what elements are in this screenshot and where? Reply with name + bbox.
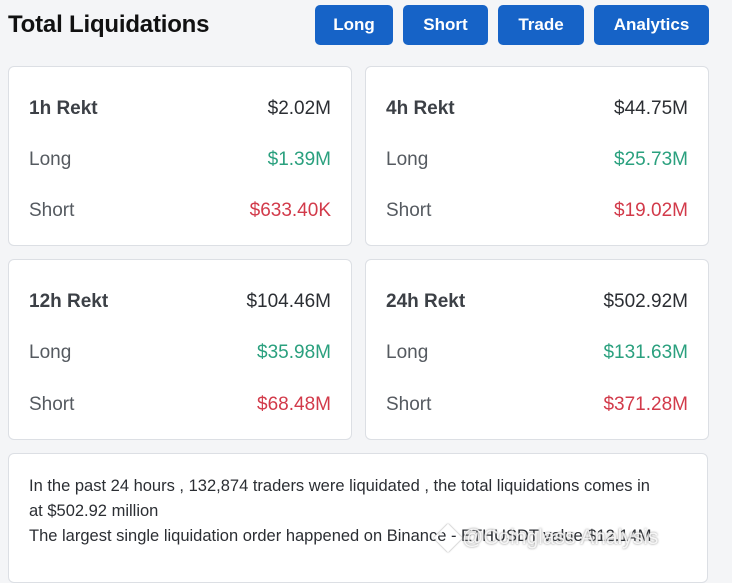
page-title: Total Liquidations xyxy=(8,11,210,38)
period-label: 1h Rekt xyxy=(29,98,98,119)
long-row: Long $35.98M xyxy=(29,340,331,366)
summary-line-3: The largest single liquidation order hap… xyxy=(29,527,652,545)
short-button[interactable]: Short xyxy=(403,5,488,45)
long-value: $1.39M xyxy=(267,149,331,170)
summary-line-1: In the past 24 hours , 132,874 traders w… xyxy=(29,477,650,495)
long-value: $35.98M xyxy=(257,342,331,363)
trade-button[interactable]: Trade xyxy=(498,5,584,45)
long-value: $131.63M xyxy=(603,342,688,363)
short-label: Short xyxy=(386,200,432,221)
short-value: $371.28M xyxy=(603,394,688,415)
long-row: Long $131.63M xyxy=(386,340,688,366)
long-label: Long xyxy=(386,149,429,170)
period-label: 4h Rekt xyxy=(386,98,455,119)
long-button[interactable]: Long xyxy=(315,5,393,45)
period-label: 24h Rekt xyxy=(386,291,466,312)
short-row: Short $633.40K xyxy=(29,198,331,224)
card-header-row: 1h Rekt $2.02M xyxy=(29,96,331,122)
long-label: Long xyxy=(386,342,429,363)
card-12h: 12h Rekt $104.46M Long $35.98M Short $68… xyxy=(8,259,352,440)
card-4h: 4h Rekt $44.75M Long $25.73M Short $19.0… xyxy=(365,66,709,246)
total-value: $44.75M xyxy=(614,98,688,119)
long-row: Long $1.39M xyxy=(29,147,331,173)
period-label: 12h Rekt xyxy=(29,291,109,312)
short-label: Short xyxy=(29,200,75,221)
card-header-row: 4h Rekt $44.75M xyxy=(386,96,688,122)
card-1h: 1h Rekt $2.02M Long $1.39M Short $633.40… xyxy=(8,66,352,246)
short-row: Short $68.48M xyxy=(29,392,331,418)
short-value: $633.40K xyxy=(249,200,331,221)
short-row: Short $19.02M xyxy=(386,198,688,224)
card-header-row: 12h Rekt $104.46M xyxy=(29,289,331,315)
short-label: Short xyxy=(29,394,75,415)
short-label: Short xyxy=(386,394,432,415)
summary-line-2: at $502.92 million xyxy=(29,502,159,520)
short-row: Short $371.28M xyxy=(386,392,688,418)
card-header-row: 24h Rekt $502.92M xyxy=(386,289,688,315)
summary-panel: In the past 24 hours , 132,874 traders w… xyxy=(8,453,708,583)
header: Total Liquidations Long Short Trade Anal… xyxy=(0,0,732,52)
long-label: Long xyxy=(29,149,72,170)
card-24h: 24h Rekt $502.92M Long $131.63M Short $3… xyxy=(365,259,709,440)
long-value: $25.73M xyxy=(614,149,688,170)
short-value: $68.48M xyxy=(257,394,331,415)
total-value: $2.02M xyxy=(267,98,331,119)
total-value: $502.92M xyxy=(603,291,688,312)
long-label: Long xyxy=(29,342,72,363)
analytics-button[interactable]: Analytics xyxy=(594,5,709,45)
total-value: $104.46M xyxy=(246,291,331,312)
short-value: $19.02M xyxy=(614,200,688,221)
long-row: Long $25.73M xyxy=(386,147,688,173)
